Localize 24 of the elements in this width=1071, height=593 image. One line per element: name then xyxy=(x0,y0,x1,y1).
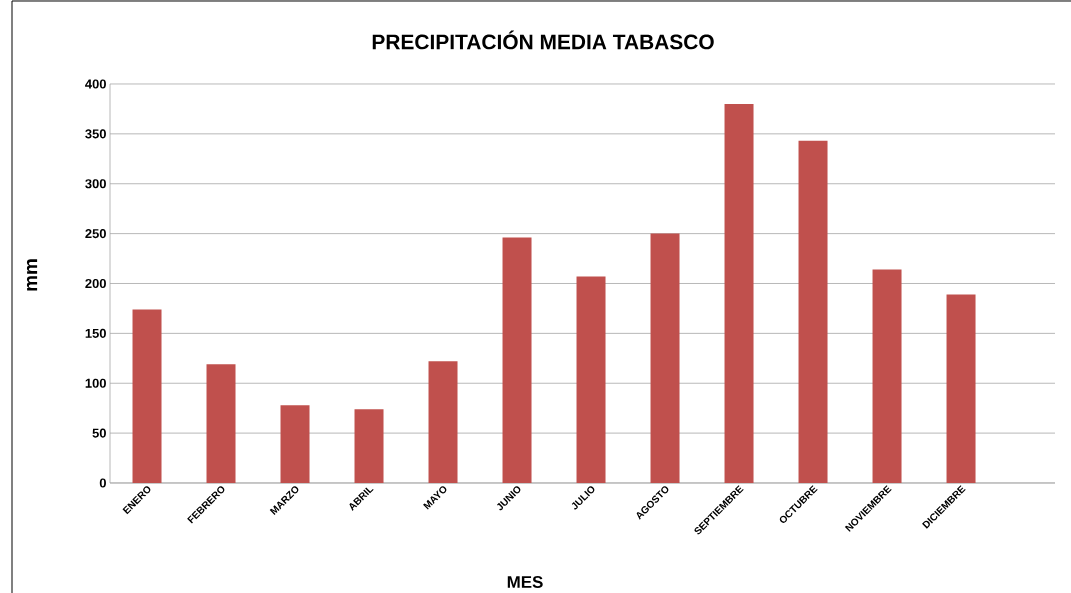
x-axis-title: MES xyxy=(507,575,543,588)
y-tick-label: 200 xyxy=(85,278,106,289)
bar xyxy=(724,103,754,483)
y-tick-label: 0 xyxy=(99,478,106,488)
y-tick-label: 350 xyxy=(85,129,106,139)
bar xyxy=(280,405,310,483)
y-tick-label: 300 xyxy=(85,179,106,189)
y-tick-label: 50 xyxy=(92,428,106,438)
bar xyxy=(946,294,976,483)
y-tick-label: 150 xyxy=(85,328,106,338)
bar xyxy=(206,364,236,483)
bar xyxy=(872,269,902,483)
chart-title: PRECIPITACIÓN MEDIA TABASCO xyxy=(372,30,714,50)
bar xyxy=(132,309,162,483)
bar xyxy=(354,409,384,483)
bar xyxy=(650,233,680,483)
bar xyxy=(428,361,458,483)
y-tick-label: 400 xyxy=(85,79,106,89)
y-tick-label: 100 xyxy=(85,378,106,388)
y-axis-title: mm xyxy=(26,259,38,291)
bar xyxy=(502,237,532,483)
y-tick-label: 250 xyxy=(85,229,106,239)
bar xyxy=(798,140,828,483)
bar xyxy=(576,276,606,483)
